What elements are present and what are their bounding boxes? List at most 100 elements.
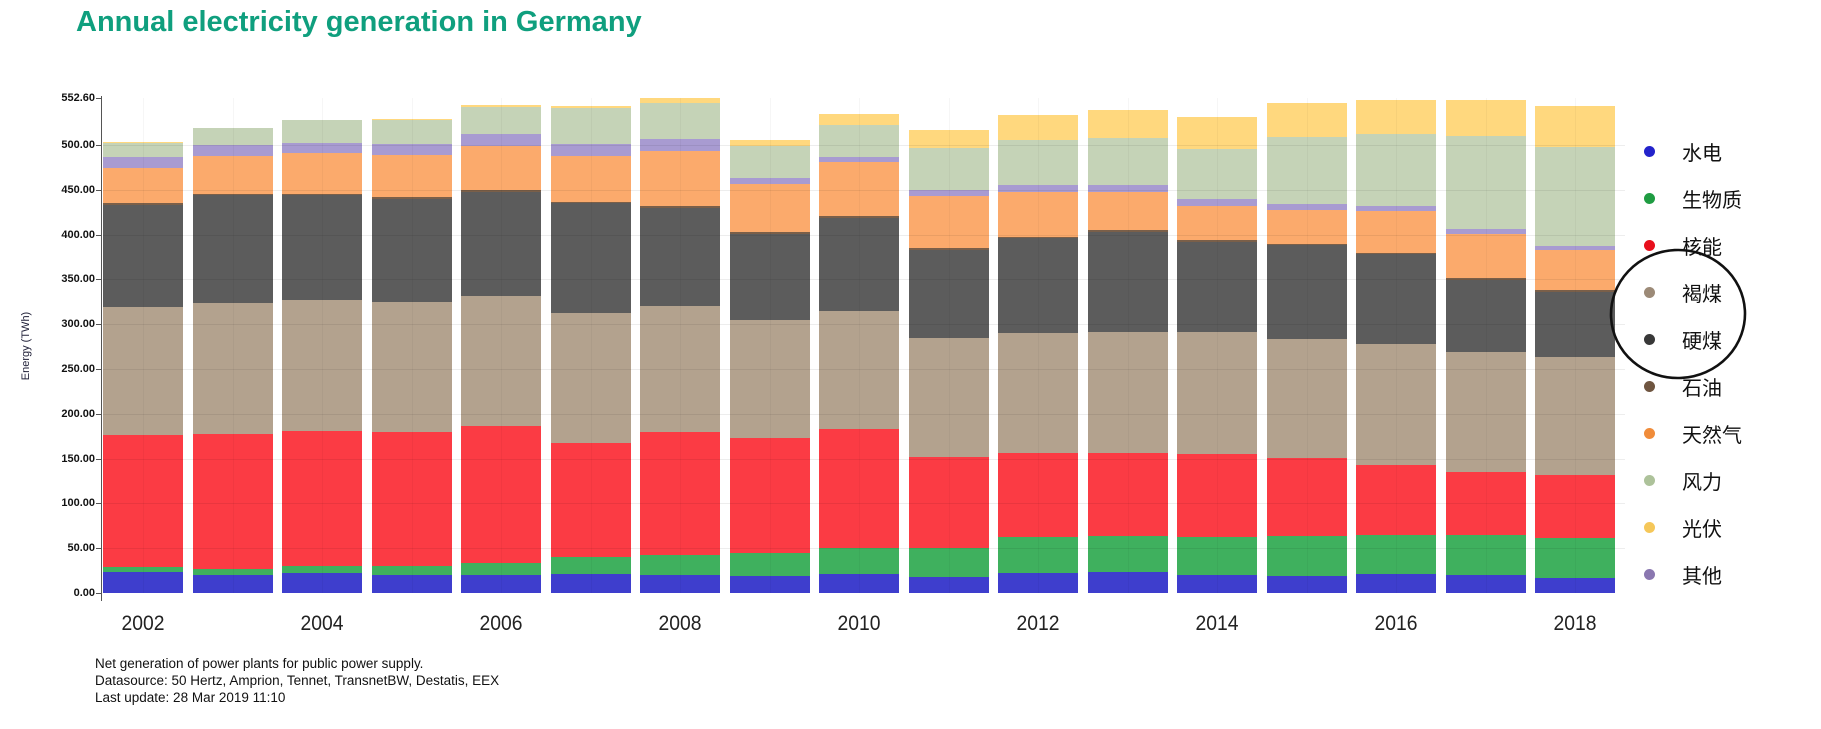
segment-hard-coal-2018	[1535, 292, 1615, 357]
legend-item-brown-coal[interactable]: 褐煤	[1634, 278, 1722, 307]
segment-brown-coal-2008	[640, 306, 720, 432]
segment-gas-2013	[1087, 191, 1168, 231]
segment-solar-2013	[1087, 110, 1168, 139]
segment-wind-2007	[550, 108, 631, 145]
segment-hard-coal-2008	[640, 207, 720, 307]
segment-biomass-2015	[1266, 535, 1347, 576]
segment-oil-2005	[371, 197, 452, 199]
segment-wind-2011	[908, 147, 989, 190]
y-tick-label: 100.00	[61, 497, 95, 510]
y-tick-label: 500.00	[61, 139, 95, 152]
segment-hydro-2002	[103, 571, 183, 593]
segment-brown-coal-2013	[1087, 332, 1168, 454]
segment-others-2016	[1356, 206, 1436, 212]
legend-dot-nuclear-icon	[1644, 240, 1655, 251]
segment-hydro-2017	[1445, 575, 1526, 593]
segment-nuclear-2004	[282, 430, 362, 567]
segment-oil-2004	[282, 193, 362, 196]
vertical-gridline	[1128, 98, 1129, 593]
legend-item-hard-coal[interactable]: 硬煤	[1634, 325, 1722, 354]
segment-wind-2016	[1356, 134, 1436, 207]
segment-hydro-2008	[640, 575, 720, 593]
segment-oil-2007	[550, 201, 631, 204]
bar-stack-2007	[550, 105, 631, 593]
legend-item-hydro[interactable]: 水电	[1634, 137, 1722, 166]
gridline-300	[103, 324, 1625, 326]
segment-gas-2010	[819, 162, 899, 216]
legend-item-wind[interactable]: 风力	[1634, 466, 1722, 495]
segment-wind-2008	[640, 103, 720, 139]
segment-hard-coal-2002	[103, 205, 183, 308]
gridline-100	[103, 503, 1625, 505]
segment-gas-2003	[192, 155, 273, 194]
segment-gas-2007	[550, 155, 631, 202]
legend-label-gas: 天然气	[1682, 425, 1742, 447]
segment-gas-2012	[998, 191, 1078, 237]
gridline-50	[103, 548, 1625, 550]
legend-item-solar[interactable]: 光伏	[1634, 513, 1722, 542]
legend-item-nuclear[interactable]: 核能	[1634, 231, 1722, 260]
segment-biomass-2017	[1445, 534, 1526, 576]
segment-gas-2016	[1356, 211, 1436, 253]
segment-wind-2012	[998, 139, 1078, 185]
legend-item-others[interactable]: 其他	[1634, 560, 1722, 589]
bar-stack-2016	[1356, 99, 1436, 593]
segment-hydro-2009	[729, 575, 810, 593]
segment-biomass-2012	[998, 537, 1078, 574]
bar-stack-2009	[729, 140, 810, 593]
segment-wind-2005	[371, 120, 452, 145]
segment-nuclear-2010	[819, 429, 899, 549]
gridline-250	[103, 369, 1625, 371]
segment-solar-2012	[998, 114, 1078, 140]
segment-others-2010	[819, 156, 899, 163]
y-tick-mark	[96, 413, 101, 415]
segment-biomass-2018	[1535, 538, 1615, 578]
legend-item-biomass[interactable]: 生物质	[1634, 184, 1742, 213]
segment-wind-2014	[1177, 148, 1257, 199]
legend-dot-hard-coal-icon	[1644, 334, 1655, 345]
segment-hard-coal-2007	[550, 203, 631, 313]
segment-brown-coal-2015	[1266, 338, 1347, 458]
vertical-gridline	[1486, 98, 1487, 593]
segment-oil-2010	[819, 215, 899, 218]
segment-wind-2013	[1087, 138, 1168, 185]
vertical-gridline	[859, 98, 860, 593]
legend-label-nuclear: 核能	[1682, 237, 1722, 259]
segment-brown-coal-2016	[1356, 344, 1436, 465]
bar-stack-2017	[1445, 100, 1526, 593]
segment-hard-coal-2017	[1445, 279, 1526, 353]
segment-brown-coal-2017	[1445, 352, 1526, 473]
legend-dot-gas-icon	[1644, 428, 1655, 439]
segment-hydro-2004	[282, 573, 362, 593]
vertical-gridline	[1396, 98, 1397, 593]
segment-brown-coal-2014	[1177, 332, 1257, 455]
segment-oil-2003	[192, 193, 273, 196]
y-tick-mark	[96, 98, 101, 99]
segment-others-2005	[371, 144, 452, 156]
segment-hydro-2005	[371, 575, 452, 593]
segment-oil-2008	[640, 206, 720, 208]
segment-others-2002	[103, 156, 183, 168]
segment-wind-2006	[461, 106, 541, 135]
legend-item-gas[interactable]: 天然气	[1634, 419, 1742, 448]
segment-gas-2017	[1445, 233, 1526, 278]
vertical-gridline	[322, 98, 323, 593]
segment-solar-2014	[1177, 117, 1257, 149]
legend-label-hydro: 水电	[1682, 143, 1722, 165]
segment-brown-coal-2018	[1535, 356, 1615, 475]
legend-dot-hydro-icon	[1644, 146, 1655, 157]
legend-dot-others-icon	[1644, 569, 1655, 580]
segment-solar-2004	[282, 119, 362, 121]
legend-label-wind: 风力	[1682, 472, 1722, 494]
legend-dot-brown-coal-icon	[1644, 287, 1655, 298]
bar-stack-2012	[998, 114, 1078, 593]
legend-item-oil[interactable]: 石油	[1634, 372, 1722, 401]
legend-label-solar: 光伏	[1682, 519, 1722, 541]
legend-label-hard-coal: 硬煤	[1682, 331, 1722, 353]
segment-oil-2002	[103, 203, 183, 206]
segment-hydro-2011	[908, 576, 989, 593]
x-tick-label-2010: 2010	[837, 612, 881, 635]
segment-brown-coal-2009	[729, 319, 810, 439]
segment-others-2003	[192, 145, 273, 156]
